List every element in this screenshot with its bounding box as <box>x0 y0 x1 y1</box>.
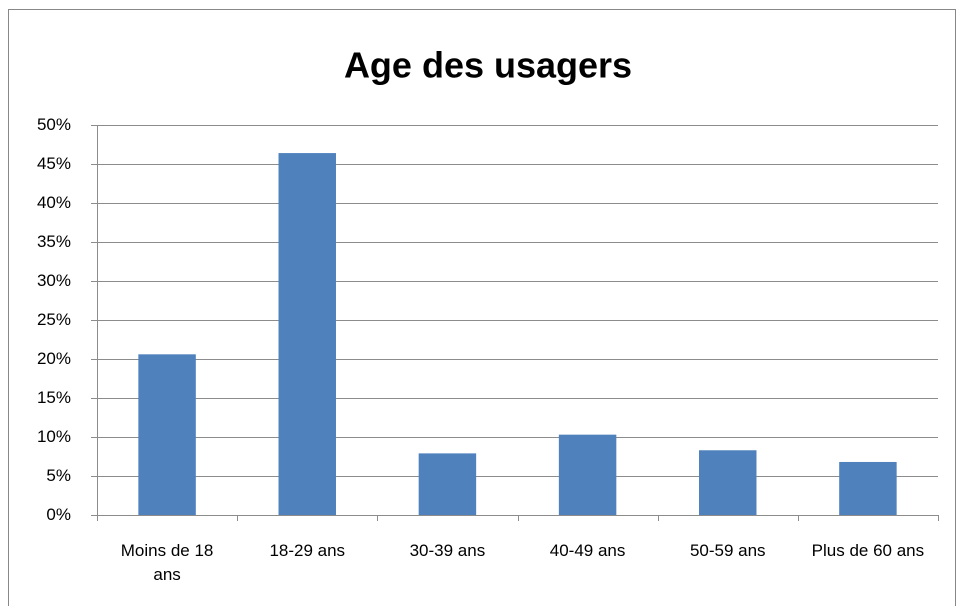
x-tick-label: Moins de 18 ans <box>120 541 214 584</box>
y-tick-label: 40% <box>37 193 71 212</box>
x-tick-label: Plus de 60 ans <box>811 541 925 560</box>
y-tick-label: 25% <box>37 310 71 329</box>
x-tick-label: 40-49 ans <box>549 541 626 560</box>
x-tick-label: 18-29 ans <box>269 541 346 560</box>
bar <box>278 153 336 515</box>
y-tick-label: 30% <box>37 271 71 290</box>
bar <box>699 450 757 515</box>
x-tick-label: 30-39 ans <box>409 541 486 560</box>
y-tick-label: 50% <box>37 115 71 134</box>
y-tick-label: 35% <box>37 232 71 251</box>
y-tick-label: 15% <box>37 388 71 407</box>
bar <box>558 434 617 515</box>
bar <box>839 461 897 515</box>
chart-title: Age des usagers <box>344 45 632 86</box>
y-tick-label: 45% <box>37 154 71 173</box>
x-tick-label: 50-59 ans <box>689 541 766 560</box>
bar <box>138 354 196 515</box>
y-tick-label: 10% <box>37 427 71 446</box>
y-tick-label: 5% <box>46 466 71 485</box>
chart-frame <box>8 9 956 606</box>
bar <box>418 453 477 515</box>
y-tick-label: 0% <box>46 505 71 524</box>
y-tick-label: 20% <box>37 349 71 368</box>
